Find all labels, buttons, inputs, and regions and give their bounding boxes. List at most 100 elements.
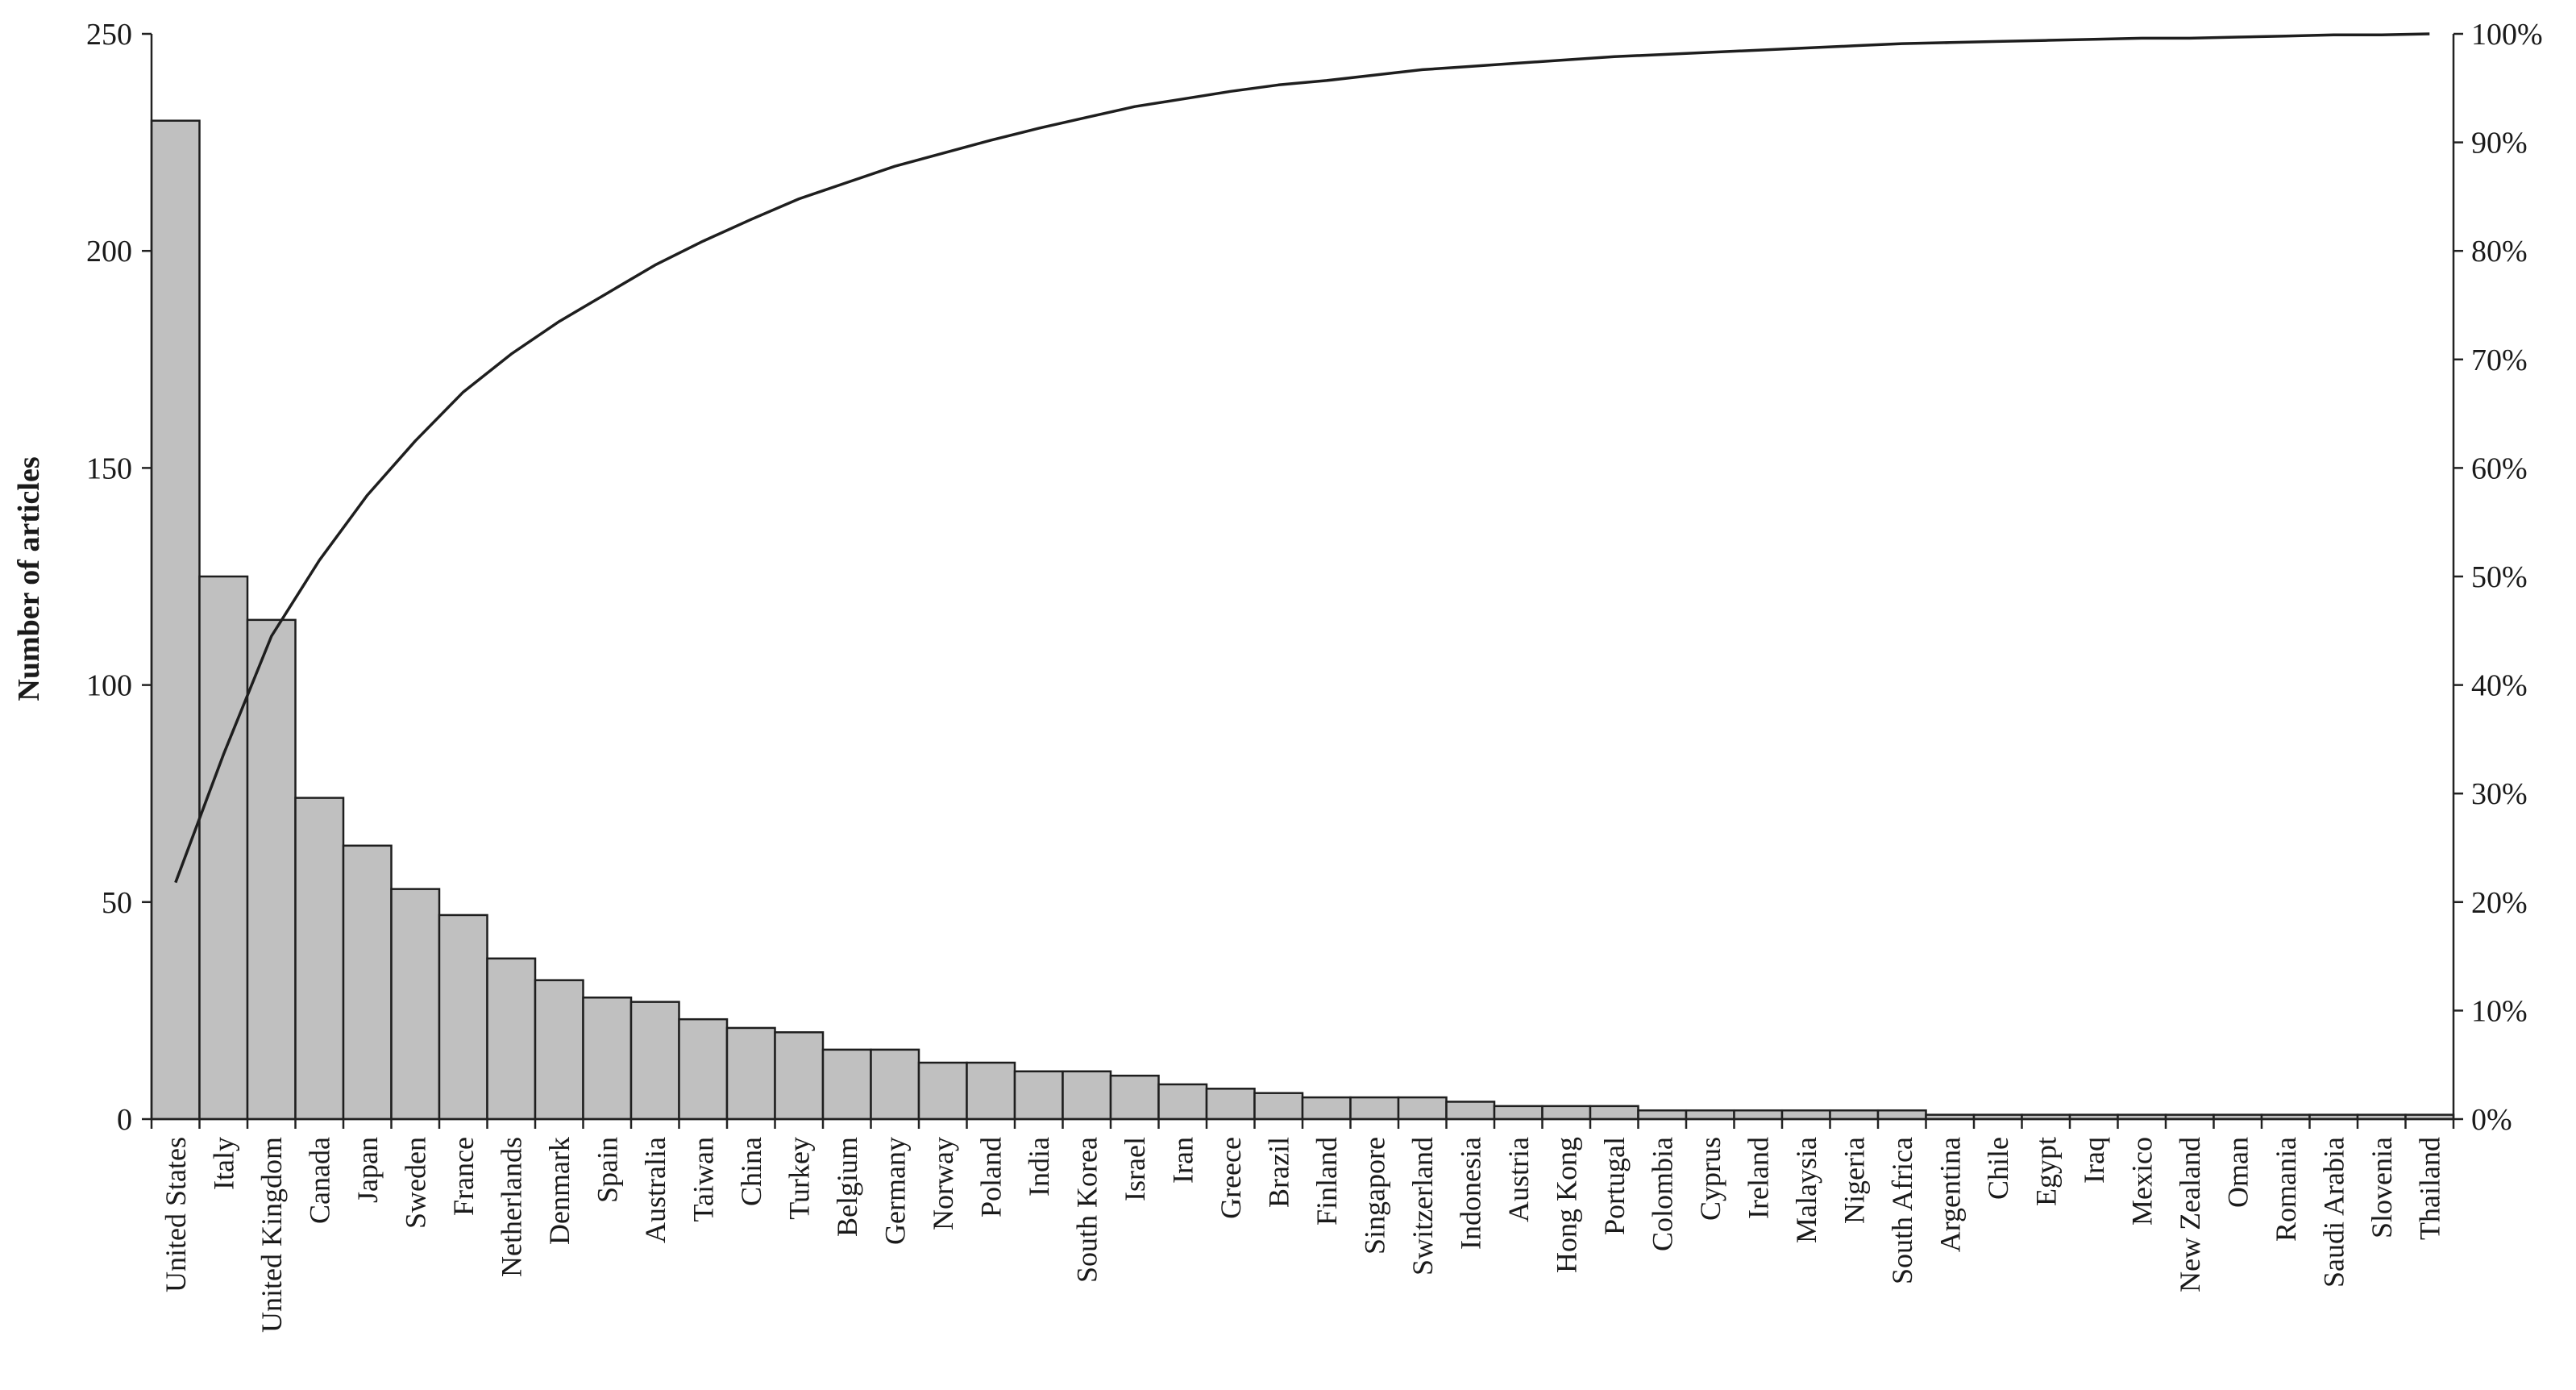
category-label: Spain bbox=[591, 1137, 623, 1203]
bar-greece bbox=[1205, 1088, 1256, 1121]
bar-colombia bbox=[1637, 1109, 1688, 1121]
category-label: South Korea bbox=[1070, 1137, 1103, 1283]
category-label: Turkey bbox=[783, 1137, 815, 1220]
bar-south-africa bbox=[1876, 1109, 1927, 1121]
bar-portugal bbox=[1589, 1105, 1639, 1121]
category-label: Poland bbox=[974, 1137, 1007, 1217]
right-tick-label: 20% bbox=[2471, 886, 2528, 920]
bar-norway bbox=[917, 1061, 968, 1121]
category-label: Austria bbox=[1502, 1137, 1535, 1222]
category-label: Belgium bbox=[831, 1137, 863, 1237]
bar-singapore bbox=[1349, 1096, 1400, 1121]
category-label: Portugal bbox=[1598, 1137, 1631, 1235]
bar-cyprus bbox=[1685, 1109, 1735, 1121]
category-label: Saudi Arabia bbox=[2317, 1137, 2350, 1288]
category-label: Norway bbox=[927, 1137, 959, 1230]
bar-germany bbox=[870, 1048, 920, 1121]
category-label: Hong Kong bbox=[1550, 1137, 1582, 1273]
category-label: Chile bbox=[1982, 1137, 2014, 1200]
left-tick-label: 100 bbox=[86, 669, 132, 703]
category-label: Iran bbox=[1166, 1137, 1199, 1184]
bar-iran bbox=[1157, 1083, 1208, 1121]
right-tick-label: 10% bbox=[2471, 994, 2528, 1028]
left-tick-label: 50 bbox=[102, 886, 132, 920]
left-tick-label: 200 bbox=[86, 235, 132, 268]
category-label: Iraq bbox=[2078, 1137, 2110, 1184]
axes bbox=[150, 34, 2455, 1121]
bar-china bbox=[725, 1026, 776, 1121]
category-label: Japan bbox=[351, 1137, 384, 1203]
category-label: France bbox=[447, 1137, 480, 1216]
bar-italy bbox=[198, 575, 249, 1121]
category-label: Indonesia bbox=[1454, 1137, 1486, 1250]
category-labels: United States Italy United Kingdom Canada Ja… bbox=[150, 1119, 2455, 1333]
category-label: Thailand bbox=[2413, 1137, 2445, 1240]
bar-finland bbox=[1301, 1096, 1352, 1121]
right-tick-label: 80% bbox=[2471, 235, 2528, 268]
bar-brazil bbox=[1253, 1092, 1304, 1121]
category-label: Singapore bbox=[1358, 1137, 1390, 1255]
bar-nigeria bbox=[1829, 1109, 1880, 1121]
category-label: Italy bbox=[207, 1137, 239, 1190]
bar-japan bbox=[342, 844, 393, 1121]
category-label: China bbox=[735, 1137, 767, 1206]
right-tick-label: 100% bbox=[2471, 18, 2543, 52]
category-label: Brazil bbox=[1262, 1137, 1294, 1208]
right-tick-label: 0% bbox=[2471, 1103, 2512, 1137]
right-tick-label: 60% bbox=[2471, 452, 2528, 485]
category-label: Germany bbox=[879, 1137, 911, 1245]
cumulative-percentage-line bbox=[174, 32, 2430, 884]
category-label: Canada bbox=[303, 1137, 335, 1224]
left-axis-ticks: 0 50 100 150 200 250 bbox=[86, 18, 152, 1137]
bar-turkey bbox=[774, 1031, 825, 1121]
category-label: Romania bbox=[2270, 1137, 2302, 1242]
category-label: Colombia bbox=[1646, 1137, 1678, 1251]
category-label: United States bbox=[160, 1137, 192, 1292]
bar-malaysia bbox=[1780, 1109, 1831, 1121]
category-label: Taiwan bbox=[687, 1137, 719, 1221]
left-tick-label: 250 bbox=[86, 18, 132, 52]
bar-poland bbox=[966, 1061, 1016, 1121]
bar-austria bbox=[1493, 1105, 1544, 1121]
bar-ireland bbox=[1733, 1109, 1784, 1121]
bar-denmark bbox=[534, 979, 584, 1121]
category-label: Nigeria bbox=[1838, 1137, 1870, 1224]
right-axis-ticks: 0% 10% 20% 30% 40% 50% 60% 70% 80% 90% 100% bbox=[2453, 18, 2543, 1137]
bar-united-states bbox=[150, 119, 201, 1121]
category-label: Sweden bbox=[399, 1137, 431, 1229]
category-label: Egypt bbox=[2030, 1137, 2062, 1206]
y-axis-title: Number of articles bbox=[12, 456, 46, 701]
bar-israel bbox=[1109, 1074, 1160, 1121]
category-label: United Kingdom bbox=[256, 1137, 288, 1333]
bar-spain bbox=[582, 997, 633, 1121]
bar-united-kingdom bbox=[246, 618, 297, 1121]
bar-south-korea bbox=[1062, 1070, 1112, 1121]
category-label: Finland bbox=[1311, 1137, 1343, 1226]
category-label: Mexico bbox=[2125, 1137, 2158, 1226]
bar-series bbox=[150, 119, 2455, 1121]
right-tick-label: 50% bbox=[2471, 560, 2528, 594]
bar-belgium bbox=[821, 1048, 872, 1121]
bar-switzerland bbox=[1397, 1096, 1448, 1121]
category-label: Malaysia bbox=[1790, 1137, 1822, 1243]
category-label: Switzerland bbox=[1406, 1137, 1439, 1276]
bar-india bbox=[1013, 1070, 1064, 1121]
bar-france bbox=[438, 913, 488, 1121]
bar-australia bbox=[629, 1001, 680, 1121]
category-label: South Africa bbox=[1886, 1137, 1918, 1284]
category-label: Slovenia bbox=[2366, 1137, 2398, 1238]
right-tick-label: 90% bbox=[2471, 127, 2528, 160]
bar-hong-kong bbox=[1541, 1105, 1592, 1121]
category-label: New Zealand bbox=[2174, 1137, 2206, 1292]
right-tick-label: 30% bbox=[2471, 777, 2528, 811]
bar-netherlands bbox=[486, 957, 537, 1121]
category-label: Denmark bbox=[543, 1137, 575, 1245]
category-label: Argentina bbox=[1934, 1137, 1966, 1252]
bar-indonesia bbox=[1445, 1101, 1496, 1121]
category-label: Netherlands bbox=[495, 1137, 527, 1277]
right-tick-label: 40% bbox=[2471, 669, 2528, 703]
category-label: India bbox=[1023, 1137, 1055, 1196]
category-label: Cyprus bbox=[1694, 1137, 1726, 1221]
category-label: Greece bbox=[1215, 1137, 1247, 1219]
